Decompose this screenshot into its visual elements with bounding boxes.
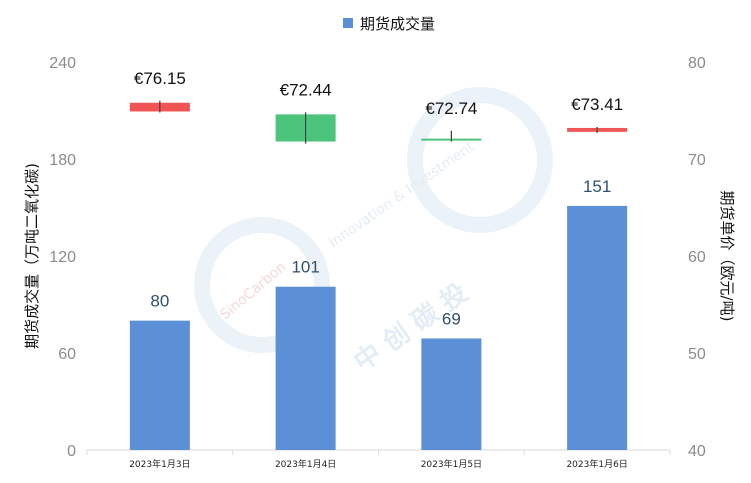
y-right-tick-label: 60 xyxy=(688,249,706,266)
x-tick-label: 2023年1月4日 xyxy=(275,458,336,470)
y-left-ticks: 0 60 120 180 240 xyxy=(49,55,76,460)
bar-value-label: 69 xyxy=(442,309,461,328)
y-left-tick-label: 120 xyxy=(49,249,76,266)
y-left-tick-label: 0 xyxy=(67,443,76,460)
x-tick-label: 2023年1月6日 xyxy=(566,458,627,470)
watermark: SinoCarbon Innovation & Investment 中 创 碳… xyxy=(194,87,553,378)
candles: €76.15 €72.44 €72.74 €73.41 xyxy=(129,69,628,144)
y-right-title: 期货单价（欧元/吨) xyxy=(718,191,736,322)
x-tick-label: 2023年1月3日 xyxy=(129,458,190,470)
bar-value-label: 101 xyxy=(291,258,319,277)
y-right-tick-label: 40 xyxy=(688,443,706,460)
legend: 期货成交量 xyxy=(343,15,435,33)
price-label: €73.41 xyxy=(571,95,623,114)
bar-value-label: 80 xyxy=(150,292,169,311)
price-label: €72.44 xyxy=(280,80,332,99)
watermark-tagline: Innovation & Investment xyxy=(326,139,478,252)
legend-label: 期货成交量 xyxy=(360,15,435,33)
price-label: €72.74 xyxy=(425,99,477,118)
legend-swatch xyxy=(343,18,353,28)
y-right-tick-label: 80 xyxy=(688,55,706,72)
y-left-tick-label: 60 xyxy=(58,346,76,363)
bar xyxy=(275,286,336,450)
bar xyxy=(567,205,628,450)
bar-value-label: 151 xyxy=(583,177,611,196)
price-label: €76.15 xyxy=(134,69,186,88)
y-right-tick-label: 50 xyxy=(688,346,706,363)
y-right-ticks: 40 50 60 70 80 xyxy=(688,55,706,460)
y-left-tick-label: 180 xyxy=(49,152,76,169)
bar xyxy=(129,320,190,450)
bar xyxy=(421,338,482,450)
y-right-tick-label: 70 xyxy=(688,152,706,169)
y-left-tick-label: 240 xyxy=(49,55,76,72)
bars: 80 101 69 151 xyxy=(129,177,628,450)
x-tick-label: 2023年1月5日 xyxy=(421,458,482,470)
x-ticks: 2023年1月3日 2023年1月4日 2023年1月5日 2023年1月6日 xyxy=(86,450,671,470)
y-left-title: 期货成交量（万吨二氧化碳) xyxy=(23,163,41,349)
